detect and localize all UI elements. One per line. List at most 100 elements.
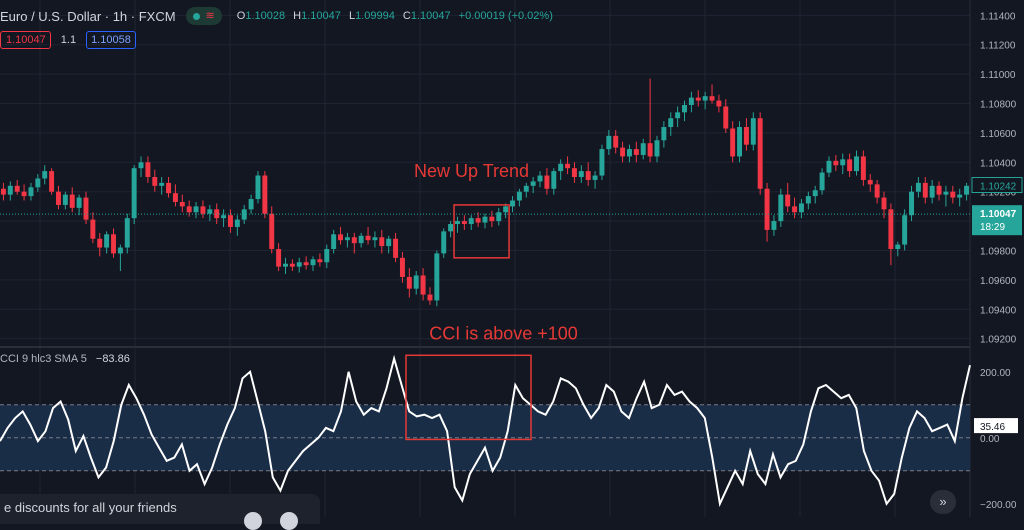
promo-popup[interactable]: e discounts for all your friends bbox=[0, 494, 320, 530]
candle-body bbox=[957, 194, 963, 198]
candle-body bbox=[241, 209, 247, 220]
cci-series-line bbox=[0, 354, 971, 508]
candle-body bbox=[544, 175, 550, 189]
symbol-title[interactable]: Euro / U.S. Dollar · 1h · FXCM bbox=[0, 8, 176, 24]
candle-body bbox=[179, 201, 185, 207]
market-status-pill[interactable]: ≋ bbox=[185, 7, 222, 25]
candle-body bbox=[186, 206, 192, 213]
cci-highlight-box bbox=[405, 354, 532, 441]
price-tick-label: 1.10200 bbox=[980, 188, 1017, 199]
candle-body bbox=[551, 171, 557, 189]
candlestick-series bbox=[0, 78, 970, 307]
candle-body bbox=[434, 253, 440, 301]
candle-body bbox=[771, 221, 777, 230]
candle-body bbox=[248, 199, 254, 210]
candle-body bbox=[7, 185, 13, 195]
candle-body bbox=[792, 206, 798, 213]
candle-body bbox=[55, 191, 61, 205]
candle-body bbox=[929, 185, 935, 198]
ohlc-change: +0.00019 (+0.02%) bbox=[458, 10, 553, 22]
candle-body bbox=[688, 97, 694, 105]
candle-body bbox=[338, 234, 344, 241]
candle-body bbox=[798, 203, 804, 213]
sell-price-button[interactable]: 1.10047 bbox=[0, 31, 51, 49]
candle-body bbox=[503, 206, 509, 213]
candle-body bbox=[730, 128, 736, 157]
cci-above-label: CCI is above +100 bbox=[429, 323, 578, 343]
candle-body bbox=[902, 215, 908, 245]
candle-body bbox=[166, 182, 172, 194]
cci-band bbox=[0, 404, 970, 472]
candle-body bbox=[448, 224, 454, 232]
candle-body bbox=[289, 263, 295, 267]
candle-body bbox=[950, 191, 956, 198]
candle-body bbox=[661, 127, 667, 141]
promo-avatar-2 bbox=[280, 512, 298, 530]
candle-body bbox=[922, 182, 928, 198]
ohlc-open-label: O bbox=[236, 10, 246, 22]
candle-body bbox=[131, 168, 137, 219]
cci-line bbox=[0, 354, 971, 508]
candle-body bbox=[668, 118, 674, 128]
buy-price-button[interactable]: 1.10058 bbox=[86, 31, 136, 49]
cci-tick-label: 0.00 bbox=[980, 434, 1000, 445]
candle-body bbox=[296, 262, 302, 267]
candle-body bbox=[826, 160, 832, 173]
candle-body bbox=[682, 104, 687, 113]
candle-body bbox=[819, 172, 825, 191]
candle-body bbox=[489, 216, 495, 222]
candle-body bbox=[743, 127, 749, 145]
candle-body bbox=[592, 175, 598, 180]
price-tick-label: 1.11200 bbox=[980, 41, 1016, 52]
candle-body bbox=[860, 156, 866, 180]
candle-body bbox=[455, 221, 460, 225]
annotations: New Up Trend CCI is above +100 bbox=[405, 161, 578, 441]
price-tick-label: 1.10600 bbox=[980, 129, 1017, 140]
candle-body bbox=[620, 147, 626, 157]
candle-body bbox=[585, 171, 591, 180]
price-tick-label: 1.11400 bbox=[980, 11, 1016, 22]
candle-body bbox=[227, 215, 233, 227]
candle-body bbox=[255, 175, 261, 200]
ohlc-high: 1.10047 bbox=[301, 10, 341, 22]
candle-body bbox=[633, 149, 639, 155]
candle-body bbox=[895, 244, 901, 250]
candle-body bbox=[496, 212, 502, 222]
ohlc-close-label: C bbox=[402, 10, 411, 22]
candle-body bbox=[461, 221, 467, 225]
candle-body bbox=[310, 259, 316, 266]
ohlc-values: O1.10028 H1.10047 L1.09994 C1.10047 +0.0… bbox=[232, 10, 553, 22]
candle-body bbox=[854, 156, 859, 172]
candle-body bbox=[647, 143, 653, 157]
price-axis[interactable]: 1.11400 1.11200 1.11000 1.10800 1.10600 1.104… bbox=[971, 0, 1024, 517]
price-tick-label: 1.09200 bbox=[980, 335, 1017, 346]
candle-body bbox=[847, 159, 853, 172]
cci-legend[interactable]: CCI 9 hlc3 SMA 5 −83.86 bbox=[0, 353, 130, 365]
candle-body bbox=[530, 181, 536, 186]
candle-body bbox=[221, 215, 227, 219]
candle-body bbox=[124, 218, 130, 248]
candle-body bbox=[420, 275, 426, 295]
symbol-header: Euro / U.S. Dollar · 1h · FXCM ≋ O1.1002… bbox=[0, 4, 553, 28]
candle-body bbox=[14, 185, 20, 192]
candle-body bbox=[399, 257, 405, 277]
trend-highlight-box bbox=[453, 204, 510, 259]
candle-body bbox=[393, 238, 399, 258]
candle-body bbox=[441, 231, 447, 254]
candle-body bbox=[97, 238, 103, 248]
candle-body bbox=[778, 194, 784, 222]
candle-body bbox=[468, 218, 474, 225]
candle-body bbox=[537, 175, 543, 182]
scroll-to-realtime-button[interactable]: » bbox=[930, 490, 956, 514]
candle-body bbox=[69, 194, 75, 208]
candle-body bbox=[558, 163, 564, 172]
candle-body bbox=[117, 247, 123, 254]
candle-body bbox=[0, 188, 6, 195]
candle-body bbox=[874, 184, 880, 198]
candle-body bbox=[599, 149, 605, 176]
quote-row: 1.10047 1.1 1.10058 bbox=[0, 31, 136, 49]
candle-body bbox=[702, 96, 708, 101]
promo-text: e discounts for all your friends bbox=[4, 500, 177, 515]
candle-body bbox=[207, 209, 213, 214]
